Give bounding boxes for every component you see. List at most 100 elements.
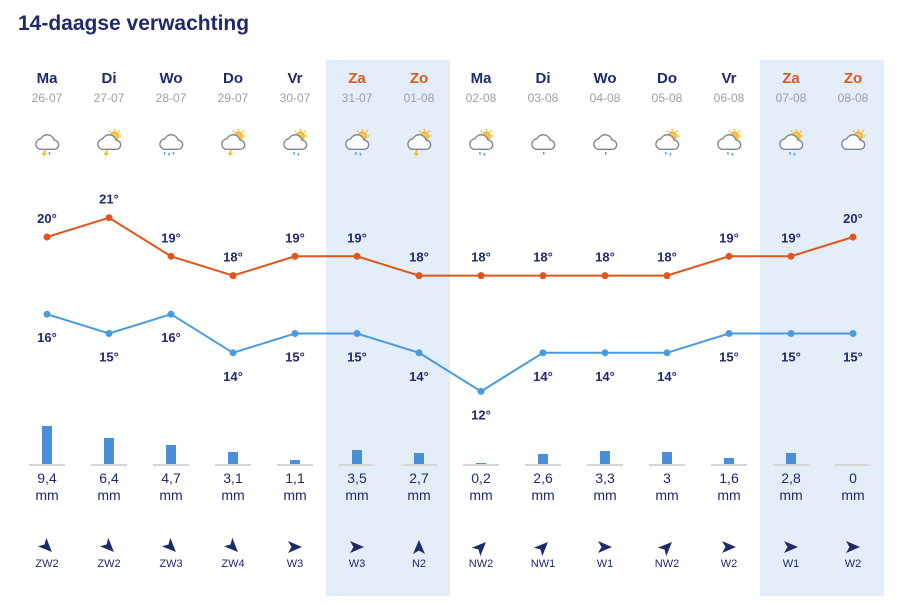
day-column[interactable]: Za 07-08 2,8 mm W1 [760,60,822,596]
rain-unit: mm [159,487,183,503]
rain-baseline [773,464,809,466]
day-name: Vr [721,70,737,87]
wind-label: W1 [596,558,614,570]
wind-label: ZW2 [97,558,121,570]
day-name: Ma [36,70,58,87]
rain-bar [228,452,238,464]
sun-shower-cloud-icon [469,128,494,156]
rain-amount: 2,7 [409,470,429,486]
day-column[interactable]: Do 29-07 3,1 mm ZW4 [202,60,264,596]
rain-bar [600,451,610,464]
rain-baseline [587,464,623,466]
day-name: Za [782,70,800,87]
rain-cloud-icon [159,134,184,156]
sun-thunder-cloud-icon [407,128,432,159]
rain-baseline [649,464,685,466]
day-date: 30-07 [279,91,311,105]
day-date: 28-07 [155,91,187,105]
rain-amount: 2,6 [533,470,553,486]
day-column[interactable]: Di 03-08 2,6 mm NW1 [512,60,574,596]
day-column[interactable]: Wo 28-07 4,7 mm ZW3 [140,60,202,596]
rain-bar [414,453,424,464]
wind-arrow-icon [598,541,612,553]
wind-label: NW2 [468,558,494,570]
rain-baseline [711,464,747,466]
wind-arrow-icon [224,538,238,552]
day-column[interactable]: Ma 02-08 0,2 mm NW2 [450,60,512,596]
shower-cloud-icon [593,134,618,155]
rain-amount: 1,6 [719,470,739,486]
shower-cloud-icon [531,134,556,155]
rain-amount: 3 [663,470,671,486]
day-date: 29-07 [217,91,249,105]
wind-label: W3 [348,558,366,570]
wind-arrow-icon [722,541,736,553]
day-column[interactable]: Zo 01-08 2,7 mm N2 [388,60,450,596]
day-name: Di [101,70,117,87]
rain-bar [538,454,548,464]
rain-baseline [835,464,871,466]
day-date: 31-07 [341,91,373,105]
wind-arrow-icon [350,541,364,553]
wind-label: NW1 [530,558,556,570]
rain-amount: 4,7 [161,470,181,486]
rain-amount: 1,1 [285,470,305,486]
day-date: 02-08 [465,91,497,105]
day-column[interactable]: Wo 04-08 3,3 mm W1 [574,60,636,596]
sun-shower-cloud-icon [779,128,804,156]
wind-label: ZW4 [221,558,245,570]
rain-unit: mm [717,487,741,503]
rain-amount: 9,4 [37,470,57,486]
wind-arrow-icon [288,541,302,553]
rain-unit: mm [841,487,865,503]
wind-label: W1 [782,558,800,570]
rain-bar [352,450,362,464]
rain-amount: 6,4 [99,470,119,486]
day-date: 05-08 [651,91,683,105]
rain-bar [290,460,300,464]
rain-bar [724,458,734,464]
day-name: Ma [470,70,492,87]
rain-unit: mm [407,487,431,503]
rain-baseline [215,464,251,466]
sun-thunder-cloud-icon [221,128,246,159]
day-column[interactable]: Vr 30-07 1,1 mm W3 [264,60,326,596]
rain-bar [786,453,796,464]
rain-unit: mm [593,487,617,503]
rain-bar [166,445,176,464]
day-date: 26-07 [31,91,63,105]
day-column[interactable]: Vr 06-08 1,6 mm W2 [698,60,760,596]
rain-amount: 3,5 [347,470,367,486]
rain-bar [42,426,52,464]
day-column[interactable]: Ma 26-07 9,4 mm ZW2 [16,60,78,596]
day-column[interactable]: Di 27-07 6,4 mm ZW2 [78,60,140,596]
page-title: 14-daagse verwachting [18,12,250,35]
day-column[interactable]: Do 05-08 3 mm NW2 [636,60,698,596]
rain-unit: mm [469,487,493,503]
sun-shower-cloud-icon [345,128,370,156]
sun-shower-cloud-icon [283,128,308,156]
rain-bar [662,452,672,464]
rain-baseline [153,464,189,466]
rain-unit: mm [283,487,307,503]
rain-baseline [401,464,437,466]
rain-bar [476,463,486,464]
wind-label: N2 [411,558,427,570]
rain-amount: 3,1 [223,470,243,486]
wind-arrow-icon [846,541,860,553]
day-date: 01-08 [403,91,435,105]
day-date: 06-08 [713,91,745,105]
day-name: Wo [159,70,183,87]
day-column[interactable]: Zo 08-08 0 mm W2 [822,60,884,596]
rain-unit: mm [97,487,121,503]
day-name: Zo [843,70,863,87]
day-column[interactable]: Za 31-07 3,5 mm W3 [326,60,388,596]
day-date: 27-07 [93,91,125,105]
wind-label: ZW3 [159,558,183,570]
rain-bar [104,438,114,464]
wind-label: W3 [286,558,304,570]
wind-arrow-icon [784,541,798,553]
day-name: Do [657,70,677,87]
rain-unit: mm [35,487,59,503]
rain-unit: mm [531,487,555,503]
